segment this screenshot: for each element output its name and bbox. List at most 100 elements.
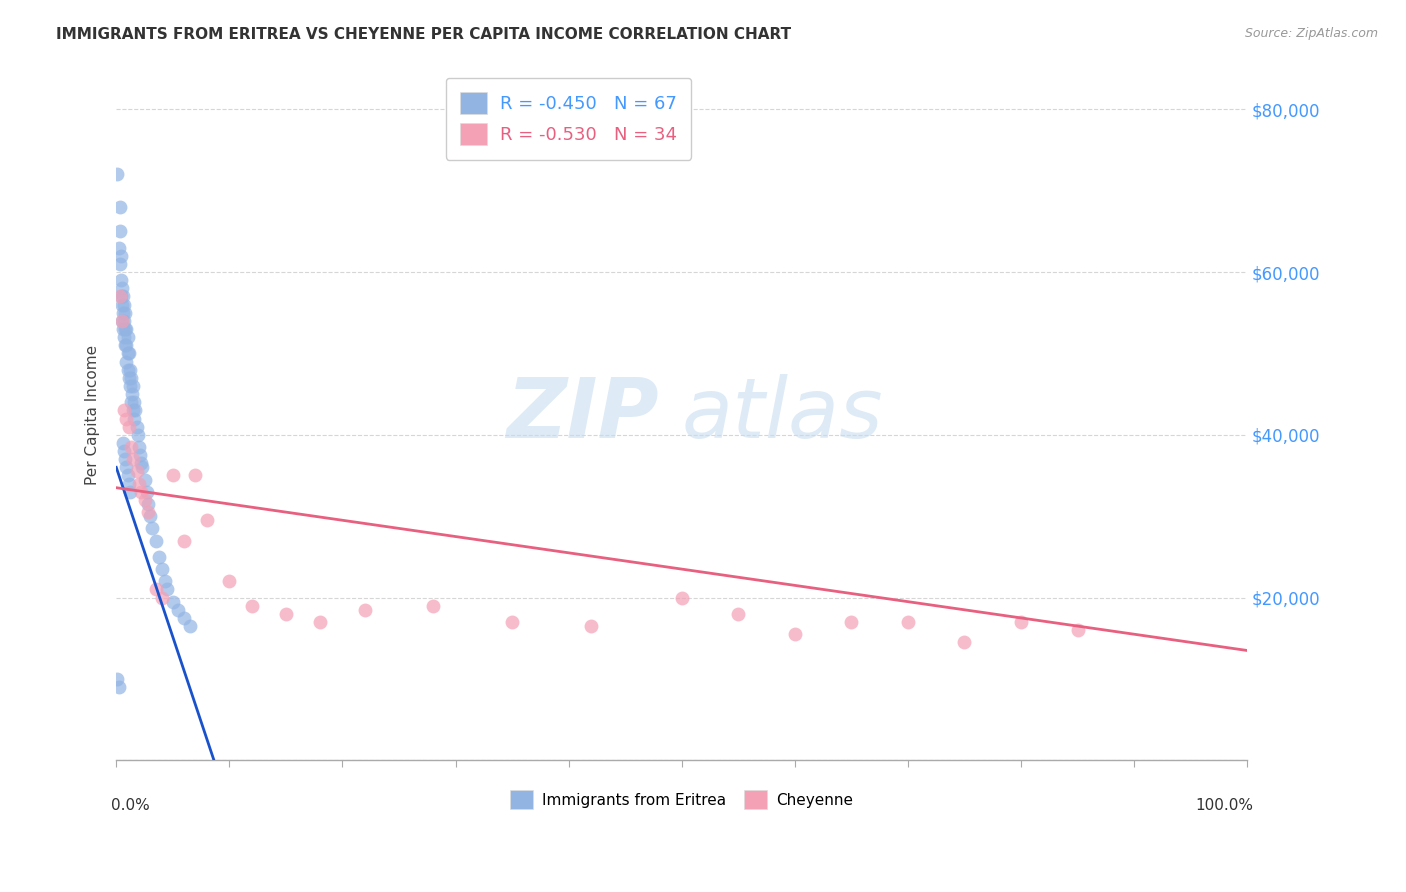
- Point: [108, 200, 131, 214]
- Point: [1010, 615, 1032, 629]
- Point: [162, 595, 184, 609]
- Point: [125, 465, 148, 479]
- Point: [110, 249, 132, 263]
- Point: [107, 241, 129, 255]
- Point: [125, 419, 148, 434]
- Point: [173, 533, 195, 548]
- Point: [115, 322, 138, 336]
- Point: [115, 354, 138, 368]
- Point: [107, 672, 129, 686]
- Point: [111, 314, 134, 328]
- Point: [110, 273, 132, 287]
- Point: [114, 322, 136, 336]
- Point: [145, 582, 167, 597]
- Point: [129, 448, 152, 462]
- Text: 0.0%: 0.0%: [111, 798, 149, 814]
- Point: [112, 297, 135, 311]
- Point: [122, 379, 145, 393]
- Point: [118, 362, 141, 376]
- Point: [120, 371, 142, 385]
- Point: [162, 468, 184, 483]
- Point: [122, 452, 145, 467]
- Point: [179, 619, 201, 633]
- Point: [195, 513, 218, 527]
- Point: [156, 582, 179, 597]
- Point: [134, 492, 156, 507]
- Point: [783, 627, 806, 641]
- Point: [129, 456, 152, 470]
- Point: [112, 436, 135, 450]
- Point: [581, 619, 603, 633]
- Point: [114, 452, 136, 467]
- Point: [124, 395, 146, 409]
- Point: [112, 444, 135, 458]
- Y-axis label: Per Capita Income: Per Capita Income: [86, 344, 100, 484]
- Point: [218, 574, 240, 589]
- Point: [145, 533, 167, 548]
- Point: [112, 322, 135, 336]
- Text: ZIP: ZIP: [506, 374, 659, 455]
- Point: [354, 603, 377, 617]
- Point: [112, 314, 135, 328]
- Text: IMMIGRANTS FROM ERITREA VS CHEYENNE PER CAPITA INCOME CORRELATION CHART: IMMIGRANTS FROM ERITREA VS CHEYENNE PER …: [56, 27, 792, 42]
- Point: [141, 521, 163, 535]
- Point: [115, 411, 138, 425]
- Point: [953, 635, 976, 649]
- Point: [108, 289, 131, 303]
- Point: [841, 615, 863, 629]
- Point: [167, 603, 190, 617]
- Point: [120, 395, 142, 409]
- Point: [135, 484, 157, 499]
- Point: [107, 680, 129, 694]
- Point: [107, 167, 129, 181]
- Point: [115, 338, 138, 352]
- Point: [671, 591, 693, 605]
- Point: [117, 362, 139, 376]
- Point: [148, 549, 170, 564]
- Point: [118, 346, 141, 360]
- Point: [108, 257, 131, 271]
- Point: [501, 615, 523, 629]
- Point: [112, 306, 135, 320]
- Point: [115, 460, 138, 475]
- Point: [108, 224, 131, 238]
- Point: [127, 427, 149, 442]
- Point: [897, 615, 920, 629]
- Legend: Immigrants from Eritrea, Cheyenne: Immigrants from Eritrea, Cheyenne: [503, 784, 859, 815]
- Point: [111, 281, 134, 295]
- Text: Source: ZipAtlas.com: Source: ZipAtlas.com: [1244, 27, 1378, 40]
- Point: [120, 440, 142, 454]
- Point: [422, 599, 444, 613]
- Point: [124, 411, 146, 425]
- Point: [150, 591, 173, 605]
- Point: [173, 611, 195, 625]
- Point: [114, 306, 136, 320]
- Point: [153, 574, 176, 589]
- Point: [114, 338, 136, 352]
- Point: [131, 460, 153, 475]
- Point: [184, 468, 207, 483]
- Point: [117, 330, 139, 344]
- Point: [112, 330, 135, 344]
- Point: [118, 419, 141, 434]
- Point: [139, 509, 162, 524]
- Point: [112, 289, 135, 303]
- Point: [118, 371, 141, 385]
- Point: [121, 387, 143, 401]
- Point: [129, 484, 152, 499]
- Point: [134, 473, 156, 487]
- Point: [128, 476, 150, 491]
- Point: [112, 403, 135, 417]
- Point: [110, 289, 132, 303]
- Point: [117, 468, 139, 483]
- Point: [1066, 623, 1088, 637]
- Point: [124, 403, 146, 417]
- Text: 100.0%: 100.0%: [1195, 798, 1253, 814]
- Point: [128, 440, 150, 454]
- Point: [111, 297, 134, 311]
- Point: [118, 476, 141, 491]
- Point: [150, 562, 173, 576]
- Point: [308, 615, 330, 629]
- Point: [136, 505, 159, 519]
- Point: [274, 607, 297, 621]
